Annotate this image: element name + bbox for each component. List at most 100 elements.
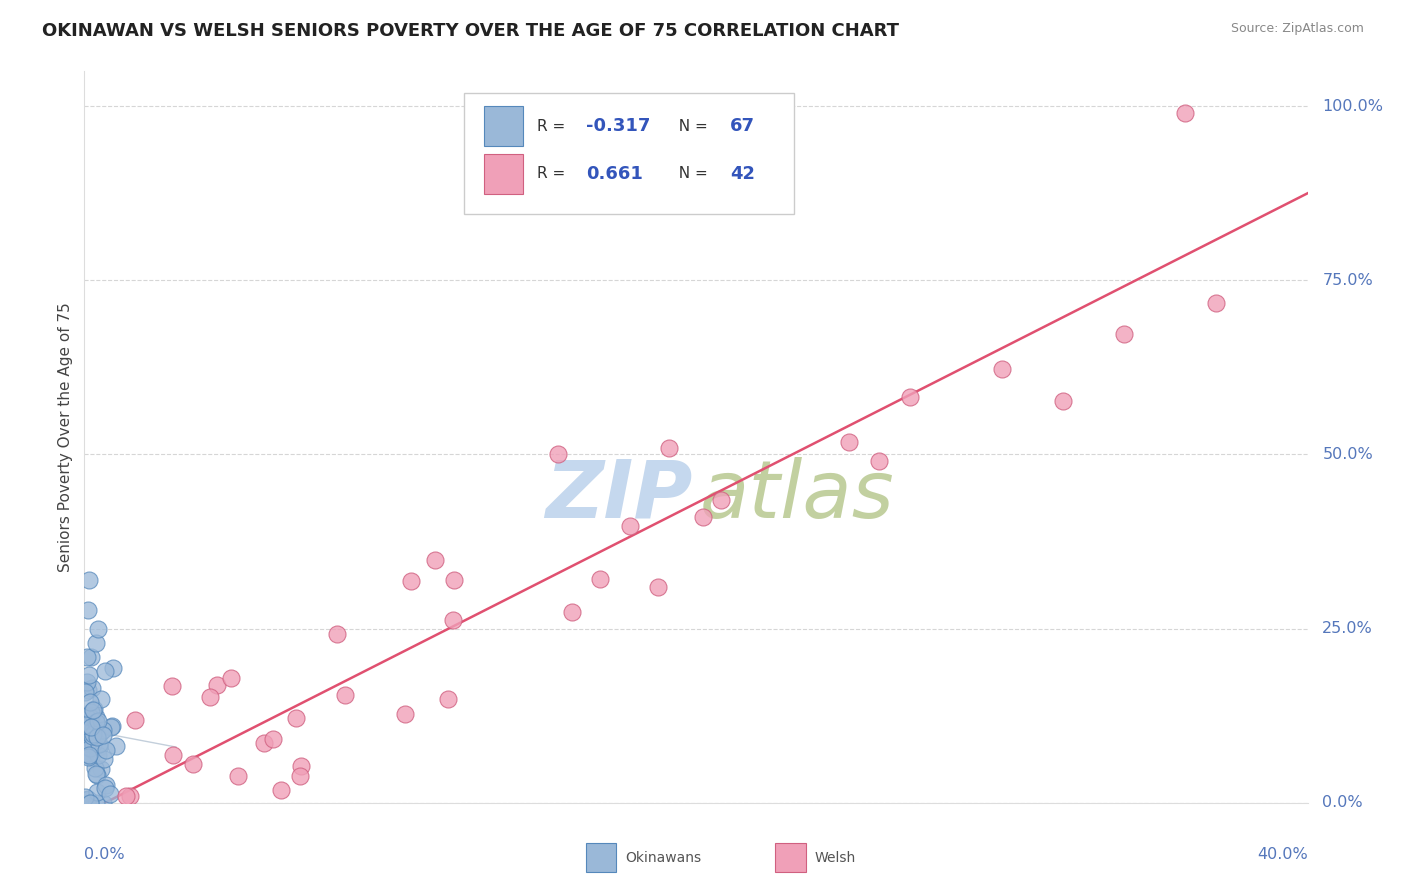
Point xyxy=(710,492,733,507)
Point xyxy=(86,785,108,799)
Text: OKINAWAN VS WELSH SENIORS POVERTY OVER THE AGE OF 75 CORRELATION CHART: OKINAWAN VS WELSH SENIORS POVERTY OVER T… xyxy=(42,22,900,40)
Point xyxy=(1114,327,1136,342)
Point xyxy=(838,434,860,449)
Point xyxy=(547,448,569,462)
Point xyxy=(647,580,669,594)
Point xyxy=(76,750,98,764)
Text: R =: R = xyxy=(537,166,569,181)
Point xyxy=(79,695,101,709)
Point xyxy=(83,701,105,715)
Text: 42: 42 xyxy=(730,165,755,183)
Point xyxy=(96,743,118,757)
Point xyxy=(443,573,465,587)
Point xyxy=(100,720,122,734)
Text: Source: ZipAtlas.com: Source: ZipAtlas.com xyxy=(1230,22,1364,36)
Point xyxy=(101,719,124,733)
Point xyxy=(114,789,136,803)
Text: 25.0%: 25.0% xyxy=(1322,621,1374,636)
Point xyxy=(82,729,104,743)
Point xyxy=(399,574,422,589)
Point xyxy=(77,792,100,806)
Point xyxy=(285,711,308,725)
Point xyxy=(75,709,97,723)
Point xyxy=(898,390,921,404)
Point xyxy=(91,723,114,737)
Point xyxy=(90,691,112,706)
Point xyxy=(1174,106,1197,120)
Text: N =: N = xyxy=(669,119,713,134)
Text: 0.0%: 0.0% xyxy=(1322,796,1362,810)
Point xyxy=(262,731,284,746)
Point xyxy=(1052,393,1074,408)
Point xyxy=(589,572,612,586)
Point xyxy=(869,454,891,468)
Point xyxy=(290,759,312,773)
Point xyxy=(76,675,98,690)
Point xyxy=(79,649,101,664)
Point xyxy=(207,678,229,692)
Text: Okinawans: Okinawans xyxy=(626,851,702,864)
Point xyxy=(79,796,101,810)
Point xyxy=(79,709,101,723)
Point xyxy=(394,706,416,721)
Point xyxy=(87,739,110,754)
Point xyxy=(77,739,100,754)
Point xyxy=(288,769,311,783)
Point xyxy=(619,519,641,533)
Text: 67: 67 xyxy=(730,117,755,136)
Point xyxy=(561,605,583,619)
Point xyxy=(94,778,117,792)
Text: 0.0%: 0.0% xyxy=(84,847,125,862)
Point xyxy=(87,747,110,762)
Point xyxy=(84,710,107,724)
Point xyxy=(94,781,117,796)
Point xyxy=(89,737,111,751)
Point xyxy=(77,603,100,617)
Point xyxy=(82,702,104,716)
Point xyxy=(80,750,103,764)
Point xyxy=(76,738,98,752)
Point xyxy=(80,720,103,734)
Point xyxy=(79,726,101,740)
Text: ZIP: ZIP xyxy=(546,457,692,534)
Point xyxy=(76,747,98,762)
Point xyxy=(226,769,249,783)
Text: 100.0%: 100.0% xyxy=(1322,99,1384,113)
Point xyxy=(82,721,104,735)
Point xyxy=(105,739,128,753)
Point xyxy=(86,730,108,744)
Y-axis label: Seniors Poverty Over the Age of 75: Seniors Poverty Over the Age of 75 xyxy=(58,302,73,572)
FancyBboxPatch shape xyxy=(464,94,794,214)
FancyBboxPatch shape xyxy=(586,843,616,872)
Point xyxy=(692,510,714,524)
Point xyxy=(437,692,460,706)
Point xyxy=(93,729,115,743)
Point xyxy=(423,553,446,567)
Point xyxy=(76,682,98,697)
Point xyxy=(84,714,107,729)
Text: 0.661: 0.661 xyxy=(586,165,643,183)
Point xyxy=(333,688,356,702)
Point xyxy=(82,727,104,741)
Text: Welsh: Welsh xyxy=(814,851,856,864)
Point xyxy=(73,718,96,732)
Point xyxy=(76,718,98,732)
Point xyxy=(76,650,98,665)
Point xyxy=(79,740,101,755)
Point xyxy=(75,685,97,699)
Point xyxy=(79,796,101,810)
Point xyxy=(658,441,681,455)
Text: 50.0%: 50.0% xyxy=(1322,447,1374,462)
Point xyxy=(84,635,107,649)
Point xyxy=(82,738,104,752)
Point xyxy=(77,747,100,762)
Point xyxy=(80,705,103,719)
Point xyxy=(83,761,105,775)
Text: 75.0%: 75.0% xyxy=(1322,273,1374,288)
Point xyxy=(87,714,110,728)
FancyBboxPatch shape xyxy=(484,153,523,194)
Point xyxy=(441,613,464,627)
Text: 40.0%: 40.0% xyxy=(1257,847,1308,862)
Point xyxy=(160,679,183,693)
Text: N =: N = xyxy=(669,166,713,181)
